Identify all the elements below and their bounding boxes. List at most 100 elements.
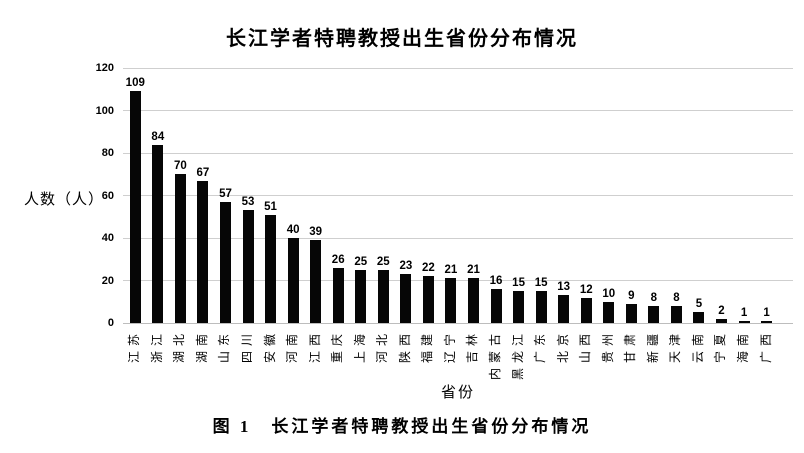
x-label-山东: 山东 — [217, 329, 232, 364]
bar-海南 — [738, 320, 750, 323]
bar-value-label: 26 — [331, 253, 345, 266]
x-label-浙江: 浙江 — [149, 329, 164, 364]
bar-山西 — [580, 297, 592, 323]
x-label-广西: 广西 — [758, 329, 773, 364]
x-label-甘肃: 甘肃 — [623, 329, 638, 364]
gridline-120 — [123, 67, 793, 69]
bar-江西 — [310, 240, 322, 323]
x-label-安徽: 安徽 — [262, 329, 277, 364]
bar-北京 — [558, 295, 570, 323]
bar-column: 26 — [327, 68, 350, 323]
x-label-重庆: 重庆 — [330, 329, 345, 364]
bar-value-label: 15 — [512, 277, 525, 290]
y-tick-label: 100 — [95, 104, 114, 117]
bar-湖北 — [174, 174, 186, 323]
y-tick-label: 0 — [107, 317, 114, 329]
bar-云南 — [693, 312, 705, 323]
bar-value-label: 21 — [467, 264, 480, 277]
y-tick-label: 80 — [101, 147, 114, 159]
bar-column: 51 — [259, 68, 282, 323]
bar-column: 57 — [214, 68, 237, 323]
bar-column: 8 — [643, 68, 666, 323]
x-label-福建: 福建 — [420, 329, 435, 364]
bar-column: 5 — [688, 68, 711, 323]
bar-value-label: 12 — [579, 283, 593, 296]
bar-安徽 — [265, 214, 277, 323]
x-label-湖南: 湖南 — [194, 329, 209, 364]
x-label-内蒙古: 内蒙古 — [488, 329, 503, 381]
bar-series: 109 84 70 67 57 53 51 40 39 26 25 25 23 22 21 21 16 15 15 1… — [124, 68, 778, 323]
gridline-80 — [123, 152, 793, 154]
x-label-北京: 北京 — [555, 329, 570, 364]
x-label-宁夏: 宁夏 — [713, 329, 728, 364]
bar-column: 109 — [124, 68, 147, 323]
bar-column: 1 — [755, 68, 778, 323]
x-label-天津: 天津 — [668, 329, 683, 364]
bar-value-label: 9 — [628, 289, 635, 302]
bar-value-label: 13 — [557, 281, 571, 294]
gridlines — [123, 67, 793, 324]
x-label-辽宁: 辽宁 — [442, 329, 457, 364]
x-label-广东: 广东 — [533, 329, 548, 364]
bar-贵州 — [603, 301, 615, 323]
figure-caption: 图 1 长江学者特聘教授出生省份分布情况 — [212, 417, 592, 436]
bar-value-label: 109 — [125, 77, 145, 90]
bar-四川 — [242, 210, 254, 323]
bar-column: 53 — [237, 68, 260, 323]
x-label-黑龙江: 黑龙江 — [510, 329, 525, 381]
bar-甘肃 — [625, 303, 637, 323]
bar-陕西 — [400, 274, 412, 323]
y-axis-title: 人数（人） — [24, 192, 105, 208]
bar-value-label: 1 — [740, 306, 748, 319]
x-label-四川: 四川 — [240, 329, 254, 364]
x-label-海南: 海南 — [736, 329, 751, 364]
bar-内蒙古 — [490, 289, 502, 323]
bar-column: 8 — [665, 68, 688, 323]
x-label-云南: 云南 — [690, 329, 705, 364]
bar-value-label: 1 — [763, 306, 770, 319]
bar-天津 — [670, 306, 682, 323]
bar-河南 — [287, 238, 299, 323]
y-tick-label: 60 — [101, 189, 114, 202]
bar-column: 25 — [372, 68, 395, 323]
bar-广西 — [761, 320, 773, 323]
bar-column: 21 — [440, 68, 463, 323]
bar-value-label: 22 — [421, 262, 435, 275]
bar-column: 40 — [282, 68, 305, 323]
bar-column: 15 — [530, 68, 553, 323]
x-label-上海: 上海 — [352, 329, 367, 364]
bar-value-label: 25 — [376, 255, 390, 268]
x-label-河北: 河北 — [375, 329, 390, 364]
y-axis-ticks: 0 20 40 60 80 100 120 — [84, 62, 118, 329]
bar-value-label: 15 — [534, 277, 548, 290]
y-tick-label: 120 — [95, 62, 114, 74]
bar-column: 2 — [710, 68, 733, 323]
y-tick-label: 40 — [101, 232, 114, 244]
bar-value-label: 23 — [399, 260, 413, 273]
bar-value-label: 25 — [354, 255, 368, 268]
x-label-江苏: 江苏 — [127, 329, 142, 364]
bar-value-label: 70 — [173, 160, 187, 173]
bar-column: 15 — [507, 68, 530, 323]
gridline-60 — [123, 195, 793, 196]
bar-value-label: 57 — [219, 187, 232, 200]
bar-value-label: 2 — [718, 304, 725, 317]
bar-column: 23 — [395, 68, 418, 323]
bar-value-label: 5 — [695, 298, 703, 311]
bar-value-label: 67 — [196, 166, 210, 179]
y-tick-label: 20 — [101, 274, 114, 287]
gridline-0 — [123, 322, 793, 324]
x-label-贵州: 贵州 — [600, 329, 615, 364]
x-label-山西: 山西 — [578, 329, 593, 364]
gridline-20 — [123, 280, 793, 281]
bar-河北 — [377, 269, 389, 323]
bar-江苏 — [129, 91, 141, 323]
bar-辽宁 — [445, 278, 457, 323]
bar-column: 70 — [169, 68, 192, 323]
bar-value-label: 39 — [309, 226, 323, 239]
bar-value-label: 10 — [602, 287, 616, 300]
bar-column: 22 — [417, 68, 440, 323]
bar-column: 39 — [304, 68, 327, 323]
gridline-100 — [123, 110, 793, 111]
